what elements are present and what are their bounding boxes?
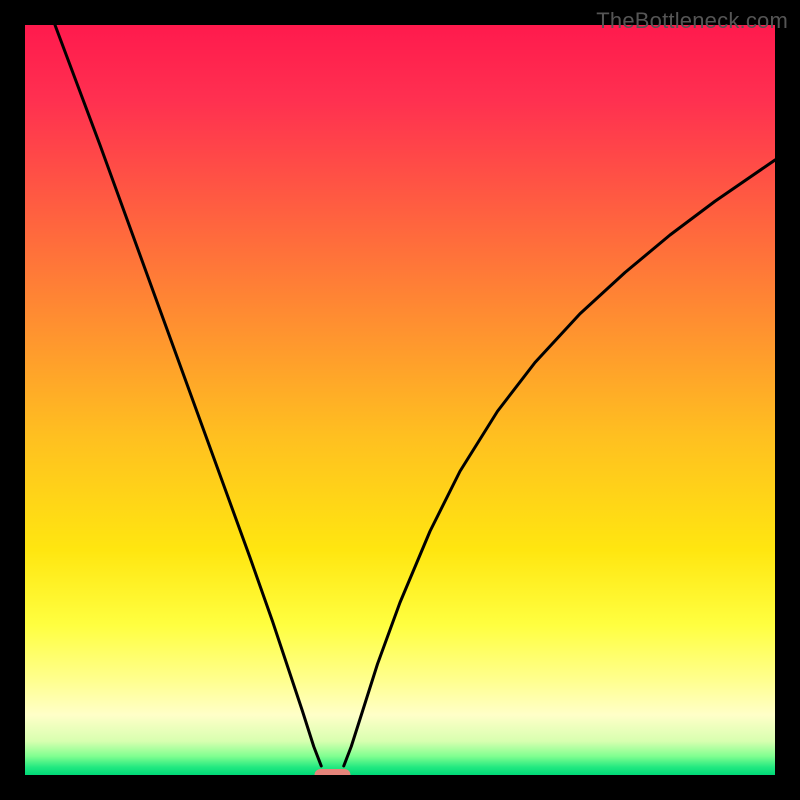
plot-background <box>25 25 775 775</box>
chart-svg <box>0 0 800 800</box>
bottleneck-chart: TheBottleneck.com <box>0 0 800 800</box>
watermark-text: TheBottleneck.com <box>596 8 788 34</box>
